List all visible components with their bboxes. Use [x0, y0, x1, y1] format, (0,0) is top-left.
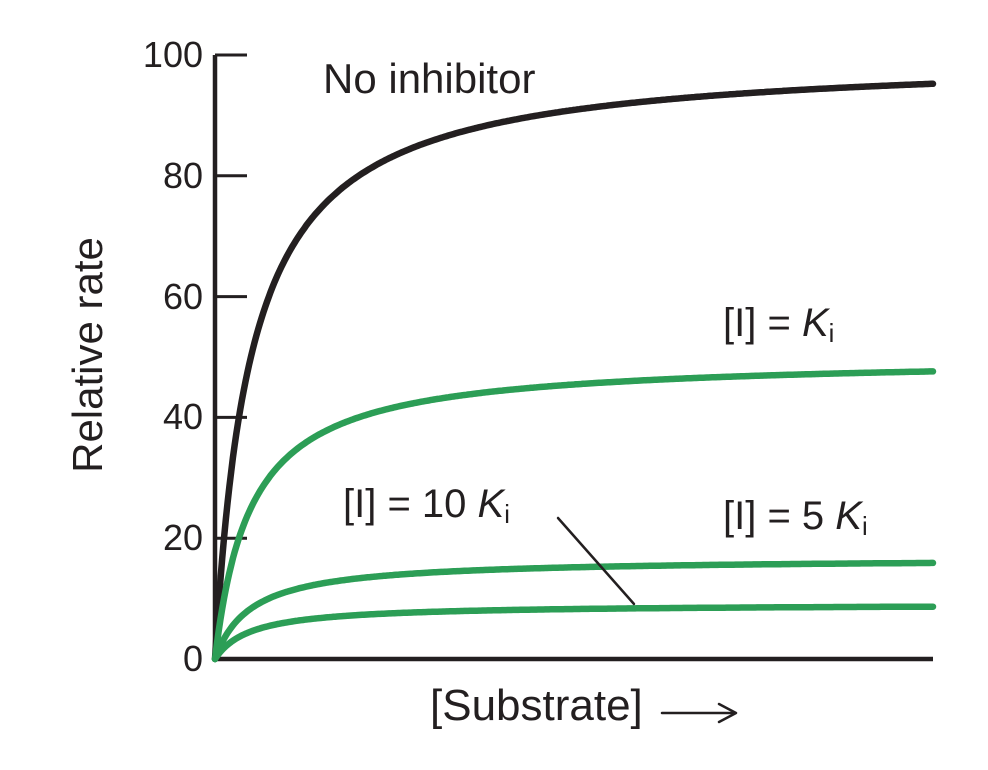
- ki10-label-k: K: [477, 482, 505, 526]
- ki5-label-pre: [I] = 5: [723, 494, 836, 538]
- ki10-curve-label: [I] = 10 Ki: [343, 481, 510, 527]
- x-axis-arrow-icon: [660, 702, 738, 724]
- ki-label-sub: i: [828, 319, 835, 348]
- curve-ki: [211, 368, 937, 663]
- ki5-curve-label: [I] = 5 Ki: [723, 493, 868, 539]
- y-tick-label: 0: [182, 638, 203, 679]
- y-tick-label: 20: [162, 517, 203, 559]
- ki10-label-sub: i: [504, 500, 510, 529]
- y-tick-label: 40: [162, 396, 203, 438]
- x-axis-title: [Substrate]: [430, 681, 643, 730]
- curves: [211, 80, 937, 663]
- curve-no-inhibitor: [211, 80, 937, 663]
- ki10-pointer-line: [556, 516, 636, 606]
- ki5-label-sub: i: [861, 512, 868, 541]
- ki10-label-pre: [I] = 10: [343, 482, 478, 526]
- ki-label-pre: [I] =: [723, 301, 802, 345]
- y-tick-label: 80: [162, 154, 203, 196]
- ki-label-k: K: [801, 301, 829, 345]
- no-inhibitor-curve-label: No inhibitor: [323, 55, 536, 102]
- curve-ki-5: [211, 559, 937, 663]
- ki-curve-label: [I] = Ki: [723, 300, 834, 346]
- y-axis-tick-labels: 0 20 40 60 80 100: [0, 0, 203, 770]
- ki5-label-k: K: [835, 494, 862, 538]
- y-tick-label: 100: [142, 34, 203, 75]
- curve-ki-10: [211, 603, 937, 663]
- y-axis-title: Relative rate: [64, 237, 111, 473]
- y-tick-label: 60: [162, 275, 203, 317]
